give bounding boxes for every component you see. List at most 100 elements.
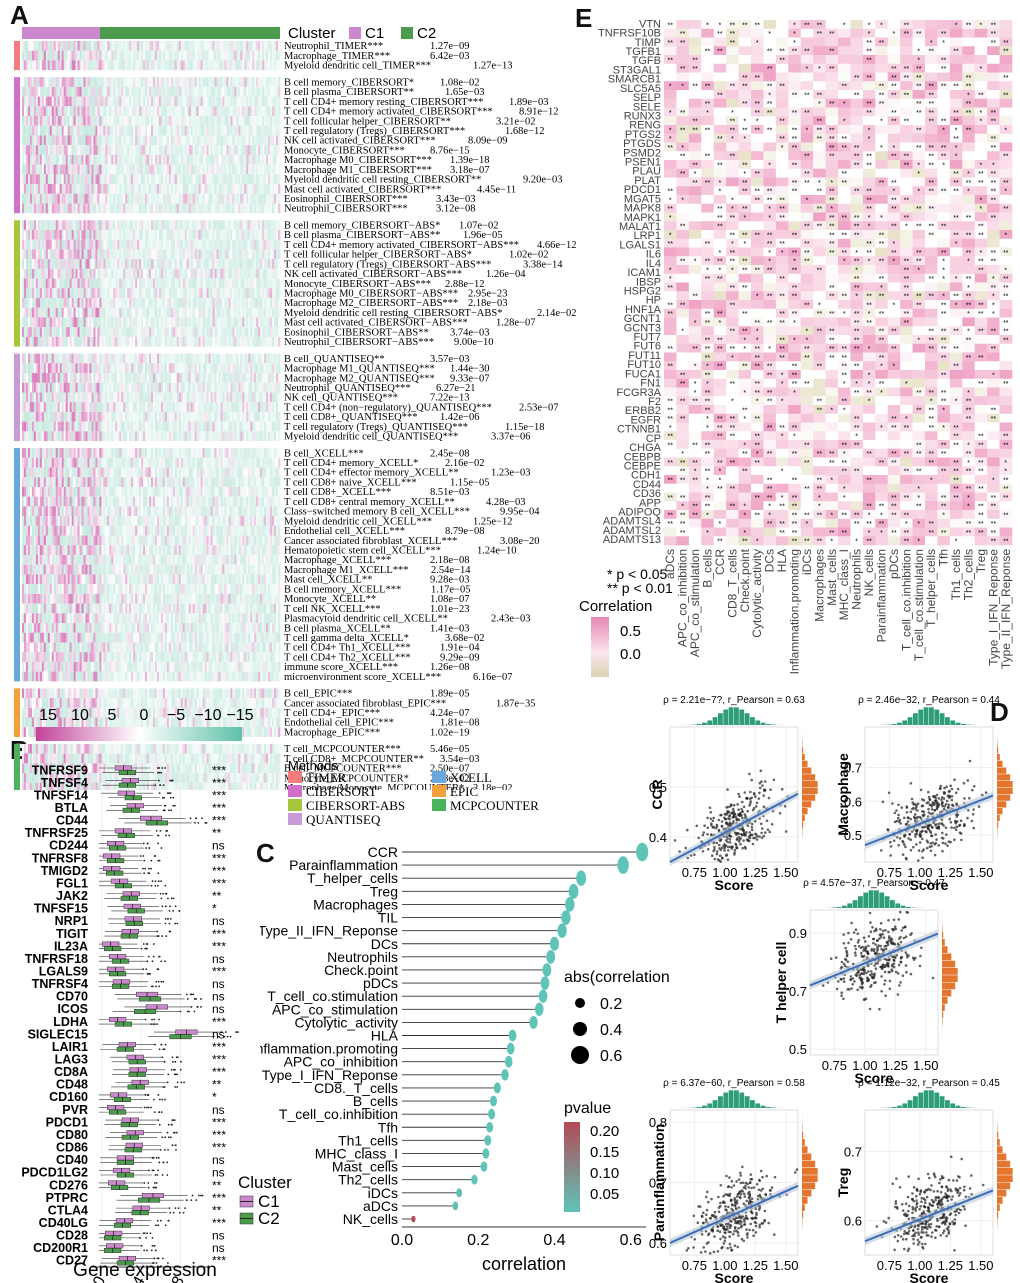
heatmap-cell — [168, 96, 172, 107]
heatmap-cell — [242, 50, 245, 61]
heatmap-cell — [234, 164, 237, 175]
heatmap-cell — [232, 184, 235, 194]
heatmap-cell — [145, 220, 148, 230]
heatmap-cell — [174, 135, 178, 146]
heatmap-cell — [156, 164, 160, 175]
heatmap-cell — [121, 116, 124, 126]
heatmap-cell — [266, 106, 269, 117]
heatmap-cell — [81, 41, 84, 51]
heatmap-cell — [258, 145, 261, 155]
heatmap-cell — [192, 41, 196, 51]
heatmap-cell — [99, 116, 102, 126]
heatmap-cell — [87, 154, 90, 165]
heatmap-cell — [27, 203, 31, 214]
heatmap-cell — [178, 86, 182, 97]
heatmap-cell — [224, 184, 227, 194]
row-pvalue: 6.42e−03 — [430, 51, 469, 62]
heatmap-cell — [272, 154, 275, 165]
heatmap-cell — [83, 184, 86, 194]
heatmap-cell — [180, 229, 184, 240]
heatmap-cell — [228, 77, 231, 87]
heatmap-cell — [154, 174, 158, 185]
heatmap-row — [22, 86, 281, 97]
heatmap-cell — [224, 220, 227, 230]
heatmap-cell — [97, 125, 100, 136]
heatmap-cell — [204, 125, 207, 136]
heatmap-cell — [145, 41, 148, 51]
heatmap-cell — [127, 229, 130, 240]
heatmap-cell — [109, 154, 112, 165]
heatmap-cell — [149, 77, 152, 87]
heatmap-cell — [77, 174, 80, 185]
row-label: T cell CD4+ memory activated_CIBERSORT**… — [284, 107, 493, 118]
heatmap-cell — [196, 174, 200, 185]
heatmap-cell — [41, 229, 45, 240]
heatmap-cell — [65, 116, 69, 126]
heatmap-cell — [242, 229, 245, 240]
heatmap-cell — [176, 229, 180, 240]
heatmap-cell — [75, 184, 78, 194]
heatmap-row — [22, 307, 281, 318]
heatmap-cell — [270, 41, 273, 51]
heatmap-cell — [109, 77, 112, 87]
heatmap-cell — [35, 164, 39, 175]
heatmap-cell — [238, 106, 241, 117]
heatmap-cell — [188, 229, 192, 240]
heatmap-cell — [51, 125, 55, 136]
heatmap-cell — [244, 164, 247, 175]
heatmap-cell — [61, 174, 65, 185]
heatmap-cell — [256, 164, 259, 175]
heatmap-cell — [220, 154, 223, 165]
heatmap-cell — [170, 106, 174, 117]
heatmap-cell — [240, 60, 243, 71]
heatmap-cell — [43, 77, 47, 87]
heatmap-cell — [214, 164, 217, 175]
heatmap-cell — [212, 125, 215, 136]
heatmap-cell — [71, 145, 74, 155]
heatmap-cell — [23, 96, 27, 107]
heatmap-cell — [246, 41, 249, 51]
heatmap-cell — [53, 145, 57, 155]
heatmap-cell — [99, 106, 102, 117]
heatmap-cell — [59, 41, 63, 51]
heatmap-cell — [51, 50, 55, 61]
heatmap-cell — [236, 220, 239, 230]
heatmap-cell — [89, 86, 92, 97]
heatmap-cell — [29, 220, 33, 230]
heatmap-cell — [226, 174, 229, 185]
heatmap-cell — [232, 125, 235, 136]
heatmap-cell — [145, 229, 148, 240]
heatmap-cell — [103, 135, 106, 146]
heatmap-cell — [206, 86, 209, 97]
heatmap-cell — [196, 106, 200, 117]
heatmap-cell — [254, 125, 257, 136]
heatmap-cell — [31, 60, 35, 71]
heatmap-cell — [71, 106, 74, 117]
heatmap-cell — [67, 184, 71, 194]
heatmap-cell — [149, 96, 152, 107]
heatmap-cell — [164, 220, 168, 230]
heatmap-cell — [198, 220, 202, 230]
heatmap-cell — [145, 86, 148, 97]
heatmap-cell — [236, 116, 239, 126]
cluster-legend-title: Cluster — [288, 25, 336, 42]
heatmap-cell — [186, 116, 190, 126]
heatmap-cell — [109, 174, 112, 185]
heatmap-cell — [125, 184, 128, 194]
heatmap-cell — [63, 203, 67, 214]
heatmap-cell — [77, 239, 80, 250]
heatmap-cell — [272, 116, 275, 126]
heatmap-cell — [91, 135, 94, 146]
heatmap-cell — [166, 135, 170, 146]
heatmap-cell — [248, 203, 251, 214]
heatmap-cell — [210, 50, 213, 61]
heatmap-cell — [244, 229, 247, 240]
heatmap-cell — [182, 106, 186, 117]
heatmap-cell — [244, 60, 247, 71]
heatmap-cell — [37, 229, 41, 240]
heatmap-cell — [202, 77, 205, 87]
heatmap-cell — [246, 106, 249, 117]
heatmap-cell — [232, 60, 235, 71]
heatmap-cell — [246, 164, 249, 175]
heatmap-cell — [97, 145, 100, 155]
